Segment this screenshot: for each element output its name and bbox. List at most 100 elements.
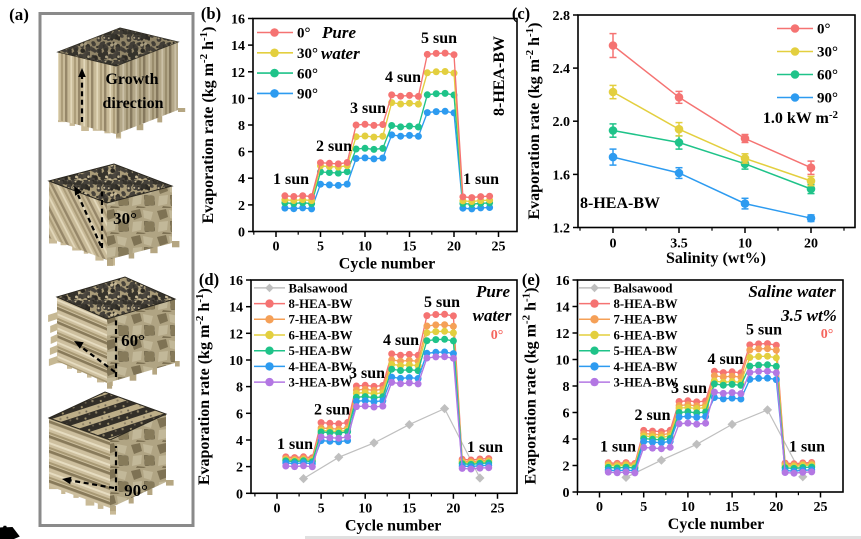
svg-text:14: 14 (231, 39, 245, 54)
svg-text:2 sun: 2 sun (314, 402, 350, 419)
svg-text:Evaporation rate (kg m-2 h-1): Evaporation rate (kg m-2 h-1) (521, 287, 540, 484)
svg-text:Evaporation rate (kg m-2 h-1): Evaporation rate (kg m-2 h-1) (524, 22, 543, 219)
svg-text:90°: 90° (297, 87, 318, 103)
svg-text:60°: 60° (817, 68, 838, 84)
svg-text:1 sun: 1 sun (467, 439, 503, 456)
svg-text:14: 14 (229, 301, 243, 316)
svg-text:10: 10 (358, 501, 372, 516)
svg-text:0: 0 (596, 500, 603, 515)
svg-text:12: 12 (556, 327, 570, 342)
svg-text:10: 10 (681, 500, 695, 515)
svg-text:25: 25 (814, 500, 828, 515)
svg-text:1 sun: 1 sun (463, 171, 499, 188)
svg-text:6: 6 (238, 146, 245, 161)
svg-text:Saline water: Saline water (748, 282, 836, 301)
svg-text:2 sun: 2 sun (634, 407, 670, 424)
svg-text:3.5 wt%: 3.5 wt% (780, 306, 837, 325)
svg-text:direction: direction (102, 95, 163, 112)
svg-text:5: 5 (318, 501, 325, 516)
svg-text:7-HEA-BW: 7-HEA-BW (289, 313, 353, 327)
svg-text:0: 0 (238, 226, 245, 241)
svg-text:Cycle number: Cycle number (339, 256, 435, 273)
svg-text:(b): (b) (201, 4, 221, 23)
svg-text:0: 0 (563, 486, 570, 501)
svg-text:0: 0 (610, 237, 617, 252)
svg-text:5 sun: 5 sun (424, 294, 460, 311)
svg-text:0: 0 (274, 501, 281, 516)
svg-text:Evaporation rate (kg m-2 h-1): Evaporation rate (kg m-2 h-1) (198, 26, 217, 223)
svg-text:6-HEA-BW: 6-HEA-BW (614, 328, 678, 342)
svg-text:2.0: 2.0 (553, 115, 571, 130)
svg-text:8-HEA-BW: 8-HEA-BW (580, 195, 660, 212)
svg-text:8: 8 (563, 380, 570, 395)
svg-text:5-HEA-BW: 5-HEA-BW (289, 344, 353, 358)
svg-text:Evaporation rate (kg m-2 h-1): Evaporation rate (kg m-2 h-1) (194, 288, 213, 485)
svg-text:25: 25 (491, 501, 505, 516)
svg-text:60°: 60° (121, 331, 145, 350)
svg-text:0°: 0° (821, 327, 834, 342)
svg-text:1.0 kW m-2: 1.0 kW m-2 (763, 109, 839, 127)
svg-text:0: 0 (273, 240, 280, 255)
svg-text:20: 20 (804, 237, 818, 252)
svg-text:4: 4 (238, 172, 245, 187)
svg-text:0°: 0° (817, 22, 831, 38)
svg-text:5: 5 (317, 240, 324, 255)
svg-text:6: 6 (236, 407, 243, 422)
svg-text:4: 4 (563, 433, 570, 448)
svg-text:Balsawood: Balsawood (614, 281, 673, 295)
svg-text:3-HEA-BW: 3-HEA-BW (614, 376, 678, 390)
svg-text:5-HEA-BW: 5-HEA-BW (614, 344, 678, 358)
svg-text:90°: 90° (124, 481, 148, 500)
svg-text:4-HEA-BW: 4-HEA-BW (289, 360, 353, 374)
svg-text:20: 20 (446, 501, 460, 516)
svg-text:15: 15 (403, 240, 417, 255)
svg-text:Growth: Growth (105, 71, 158, 88)
svg-text:2: 2 (236, 461, 243, 476)
svg-text:8: 8 (236, 381, 243, 396)
svg-text:3 sun: 3 sun (671, 380, 707, 397)
svg-text:5: 5 (640, 500, 647, 515)
svg-text:25: 25 (492, 240, 506, 255)
svg-text:10: 10 (358, 240, 372, 255)
svg-text:8-HEA-BW: 8-HEA-BW (614, 297, 678, 311)
svg-text:8: 8 (238, 119, 245, 134)
svg-text:12: 12 (231, 66, 245, 81)
svg-text:1 sun: 1 sun (600, 439, 636, 456)
svg-text:6: 6 (563, 407, 570, 422)
svg-text:Balsawood: Balsawood (289, 281, 348, 295)
svg-text:4-HEA-BW: 4-HEA-BW (614, 360, 678, 374)
svg-text:4 sun: 4 sun (383, 332, 419, 349)
svg-text:16: 16 (229, 274, 243, 289)
svg-text:(a): (a) (9, 5, 29, 24)
svg-text:10: 10 (738, 237, 752, 252)
svg-text:3 sun: 3 sun (350, 100, 386, 117)
svg-text:15: 15 (402, 501, 416, 516)
svg-text:8-HEA-BW: 8-HEA-BW (491, 36, 508, 116)
svg-text:0: 0 (236, 487, 243, 502)
svg-text:60°: 60° (297, 66, 318, 82)
svg-text:0°: 0° (491, 328, 504, 343)
svg-text:16: 16 (556, 274, 570, 289)
svg-text:3-HEA-BW: 3-HEA-BW (289, 376, 353, 390)
svg-text:(e): (e) (522, 270, 540, 289)
svg-text:0°: 0° (297, 26, 311, 42)
svg-text:2.8: 2.8 (553, 9, 571, 24)
svg-text:1.2: 1.2 (553, 222, 571, 237)
svg-text:Cycle number: Cycle number (345, 517, 441, 534)
svg-text:3 sun: 3 sun (349, 365, 385, 382)
svg-text:Salinity (wt%): Salinity (wt%) (666, 250, 766, 267)
svg-text:Pure: Pure (321, 23, 356, 42)
svg-text:water: water (321, 44, 360, 63)
svg-text:1 sun: 1 sun (277, 436, 313, 453)
svg-text:4 sun: 4 sun (707, 351, 743, 368)
svg-text:14: 14 (556, 301, 570, 316)
svg-text:10: 10 (231, 92, 245, 107)
svg-text:(d): (d) (199, 270, 219, 289)
svg-text:30°: 30° (113, 209, 137, 228)
svg-text:4: 4 (236, 434, 243, 449)
svg-text:20: 20 (447, 240, 461, 255)
svg-text:8-HEA-BW: 8-HEA-BW (289, 297, 353, 311)
svg-text:10: 10 (556, 354, 570, 369)
svg-text:1 sun: 1 sun (789, 439, 825, 456)
svg-text:1.6: 1.6 (553, 168, 571, 183)
